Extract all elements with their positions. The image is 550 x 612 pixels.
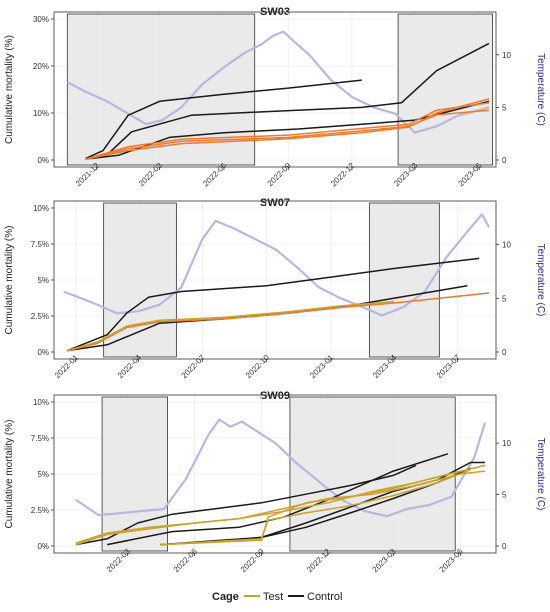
mortality-line-control: [67, 257, 480, 352]
y-tick-label: 7.5%: [31, 240, 49, 249]
shaded-window: [289, 396, 456, 552]
y-tick-label: 5%: [37, 470, 49, 479]
shaded-window: [397, 13, 493, 166]
legend: Cage Test Control: [212, 591, 342, 603]
mortality-line-test: [75, 470, 461, 544]
y-tick-label: 0%: [37, 542, 49, 551]
legend-label-control: Control: [307, 591, 342, 603]
y-tick-label: 20%: [33, 62, 49, 71]
legend-label-test: Test: [263, 591, 283, 603]
shaded-window: [369, 202, 440, 358]
mortality-line-test: [67, 292, 490, 352]
x-tick-label: 2022-01: [53, 353, 81, 381]
mortality-line-test: [160, 469, 471, 546]
mortality-line-test: [67, 300, 394, 352]
y-axis-label: Cumulative mortality (%): [4, 420, 15, 529]
mortality-line-control: [85, 100, 490, 160]
y2-tick-label: 5: [502, 103, 507, 112]
y-axis-label: Cumulative mortality (%): [4, 35, 15, 144]
temperature-line: [75, 418, 487, 518]
x-tick-label: 2022-09: [266, 161, 294, 189]
y2-tick-label: 0: [502, 542, 507, 551]
y-tick-label: 7.5%: [31, 434, 49, 443]
x-tick-label: 2022-10: [244, 353, 272, 381]
x-tick-label: 2022-12: [329, 161, 357, 189]
mortality-line-test: [85, 101, 490, 160]
temperature-line: [63, 213, 490, 317]
y-tick-label: 10%: [33, 398, 49, 407]
mortality-line-control: [85, 42, 490, 160]
panel-title: SW09: [260, 390, 290, 402]
y2-tick-label: 10: [502, 439, 511, 448]
y-tick-label: 10%: [33, 204, 49, 213]
y-tick-label: 2.5%: [31, 312, 49, 321]
x-tick-label: 2022-09: [239, 547, 267, 575]
y2-tick-label: 5: [502, 294, 507, 303]
shaded-window: [101, 396, 168, 552]
y2-axis-label: Temperature (C): [535, 438, 546, 511]
y2-tick-label: 5: [502, 491, 507, 500]
y2-tick-label: 10: [502, 51, 511, 60]
y-tick-label: 10%: [33, 109, 49, 118]
y2-tick-label: 0: [502, 156, 507, 165]
x-tick-label: 2023-01: [308, 353, 336, 381]
y-tick-label: 2.5%: [31, 506, 49, 515]
mortality-line-test: [85, 98, 490, 160]
y-tick-label: 30%: [33, 15, 49, 24]
y2-tick-label: 10: [502, 241, 511, 250]
y-tick-label: 5%: [37, 276, 49, 285]
mortality-line-test: [75, 470, 486, 546]
y-axis-label: Cumulative mortality (%): [4, 226, 15, 335]
mortality-line-control: [85, 79, 362, 160]
y2-axis-label: Temperature (C): [535, 244, 546, 317]
y2-tick-label: 0: [502, 348, 507, 357]
x-tick-label: 2022-06: [172, 547, 200, 575]
legend-title: Cage: [212, 591, 239, 603]
x-tick-label: 2022-07: [180, 353, 208, 381]
y-tick-label: 0%: [37, 348, 49, 357]
mortality-line-test: [85, 109, 490, 161]
plot-frame: [53, 11, 497, 168]
y-tick-label: 0%: [37, 156, 49, 165]
panel-title: SW07: [260, 197, 290, 209]
temperature-line: [66, 30, 490, 134]
y2-axis-label: Temperature (C): [535, 53, 546, 126]
